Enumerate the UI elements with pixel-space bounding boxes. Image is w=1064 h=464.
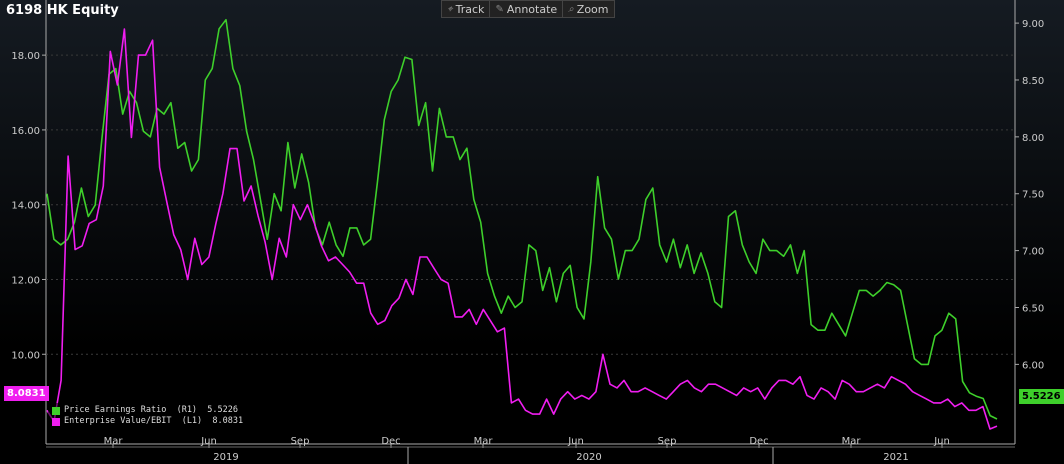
chart-title: 6198 HK Equity bbox=[6, 3, 119, 18]
x-month-label-2: Sep bbox=[291, 436, 310, 447]
right-tick-label-6: 9.00 bbox=[1022, 19, 1044, 30]
last-value-pe: 5.5226 bbox=[1019, 389, 1064, 404]
right-tick-label-1: 6.50 bbox=[1022, 303, 1044, 314]
x-year-label-2: 2021 bbox=[883, 452, 908, 463]
legend-label-ev-ebit: Enterprise Value/EBIT (L1) 8.0831 bbox=[64, 416, 244, 426]
x-month-label-0: Mar bbox=[104, 436, 124, 447]
series-line-0 bbox=[46, 18, 998, 420]
series-line-1 bbox=[46, 28, 998, 430]
annotate-label: Annotate bbox=[506, 2, 558, 16]
right-tick-label-4: 8.00 bbox=[1022, 133, 1044, 144]
right-tick-label-0: 6.00 bbox=[1022, 360, 1044, 371]
zoom-label: Zoom bbox=[576, 2, 609, 16]
right-tick-label-2: 7.00 bbox=[1022, 247, 1044, 258]
legend-label-pe: Price Earnings Ratio (R1) 5.5226 bbox=[64, 405, 238, 415]
left-tick-label-0: 10.00 bbox=[11, 350, 40, 361]
x-month-label-5: Jun bbox=[567, 436, 584, 447]
track-label: Track bbox=[455, 2, 485, 16]
pencil-icon: ✎ bbox=[495, 3, 504, 15]
left-tick-label-4: 18.00 bbox=[11, 51, 40, 62]
legend-item-ev-ebit: Enterprise Value/EBIT (L1) 8.0831 bbox=[52, 416, 243, 427]
annotate-button[interactable]: ✎ Annotate bbox=[489, 1, 562, 17]
track-button[interactable]: ⌖ Track bbox=[442, 1, 489, 17]
x-month-label-9: Jun bbox=[933, 436, 950, 447]
x-month-label-3: Dec bbox=[381, 436, 400, 447]
x-month-label-6: Sep bbox=[658, 436, 677, 447]
last-value-ev-ebit: 8.0831 bbox=[4, 386, 49, 401]
crosshair-icon: ⌖ bbox=[447, 3, 453, 15]
zoom-button[interactable]: ⌕ Zoom bbox=[562, 1, 613, 17]
magnifier-icon: ⌕ bbox=[568, 3, 574, 15]
right-tick-label-5: 8.50 bbox=[1022, 76, 1044, 87]
x-month-label-7: Dec bbox=[749, 436, 768, 447]
x-year-label-0: 2019 bbox=[213, 452, 238, 463]
x-year-label-1: 2020 bbox=[576, 452, 601, 463]
x-month-label-8: Mar bbox=[842, 436, 862, 447]
left-tick-label-1: 12.00 bbox=[11, 275, 40, 286]
legend-item-pe: Price Earnings Ratio (R1) 5.5226 bbox=[52, 405, 243, 416]
chart-toolbar: ⌖ Track ✎ Annotate ⌕ Zoom bbox=[441, 0, 615, 18]
left-tick-label-2: 14.00 bbox=[11, 201, 40, 212]
x-month-label-1: Jun bbox=[200, 436, 217, 447]
legend-swatch-pe bbox=[52, 406, 60, 415]
legend: Price Earnings Ratio (R1) 5.5226 Enterpr… bbox=[48, 403, 248, 429]
legend-swatch-ev-ebit bbox=[52, 417, 60, 426]
right-tick-label-3: 7.50 bbox=[1022, 190, 1044, 201]
x-month-label-4: Mar bbox=[474, 436, 494, 447]
left-tick-label-3: 16.00 bbox=[11, 126, 40, 137]
